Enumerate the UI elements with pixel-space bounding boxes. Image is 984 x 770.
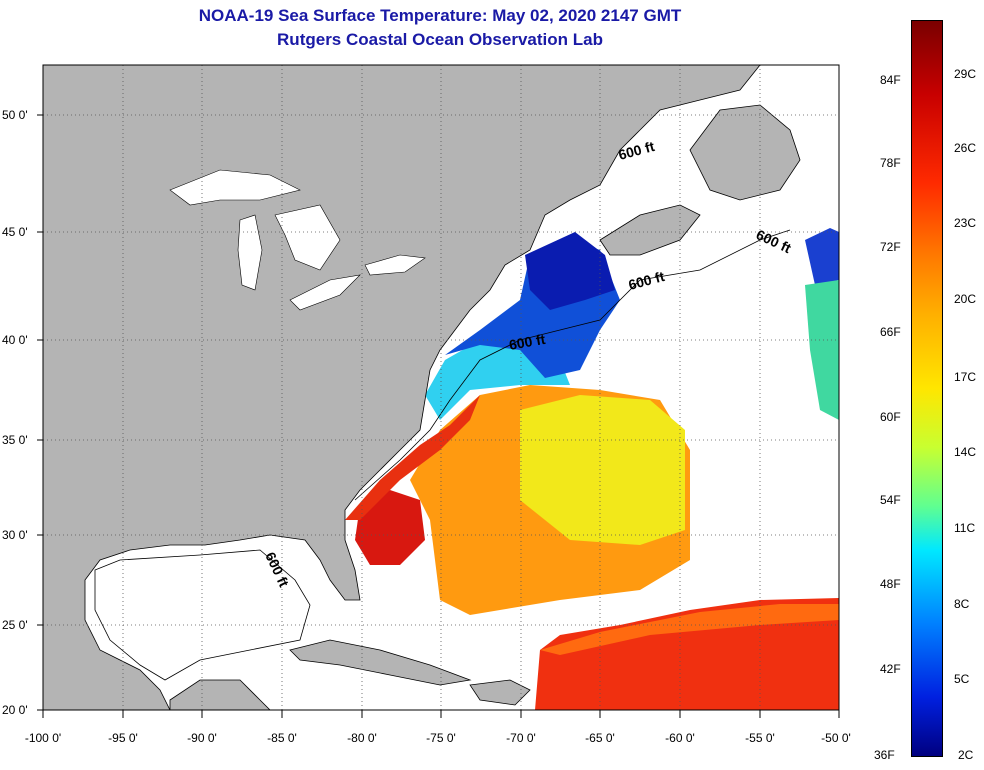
lon-label: -90 0' bbox=[187, 731, 217, 745]
colorbar-f-label: 48F bbox=[880, 577, 901, 591]
lon-label: -85 0' bbox=[267, 731, 297, 745]
lat-label: 35 0' bbox=[2, 433, 28, 447]
land-yucatan bbox=[169, 679, 271, 710]
sst-warm-south bbox=[535, 598, 839, 710]
sst-gulf-maine bbox=[525, 232, 615, 310]
lake-michigan bbox=[237, 214, 263, 291]
lat-label: 25 0' bbox=[2, 618, 28, 632]
land-nova-scotia bbox=[599, 204, 701, 256]
sst-east-cyan bbox=[805, 280, 839, 420]
lon-label: -60 0' bbox=[665, 731, 695, 745]
lon-label: -70 0' bbox=[506, 731, 536, 745]
colorbar-c-label: 23C bbox=[954, 216, 977, 230]
colorbar-c-label: 20C bbox=[954, 292, 977, 306]
temperature-colorbar bbox=[911, 20, 943, 757]
colorbar-c-label: 11C bbox=[954, 521, 976, 535]
lat-label: 20 0' bbox=[2, 703, 28, 717]
sst-hot-coast bbox=[355, 490, 425, 565]
lat-label: 45 0' bbox=[2, 225, 28, 239]
colorbar-f-label: 66F bbox=[880, 325, 901, 339]
land-north-america bbox=[43, 65, 761, 710]
colorbar-c-label: 29C bbox=[954, 67, 977, 81]
colorbar-f-label: 36F bbox=[874, 748, 895, 762]
colorbar-f-label: 84F bbox=[880, 73, 901, 87]
lon-label: -65 0' bbox=[585, 731, 615, 745]
lake-erie bbox=[289, 274, 361, 311]
lon-label: -50 0' bbox=[821, 731, 851, 745]
colorbar-f-label: 54F bbox=[880, 493, 901, 507]
contour-atlantic bbox=[354, 229, 791, 501]
lake-ontario bbox=[364, 254, 426, 276]
lon-label: -80 0' bbox=[347, 731, 377, 745]
lat-label: 50 0' bbox=[2, 108, 28, 122]
colorbar-f-label: 72F bbox=[880, 240, 901, 254]
lat-label: 40 0' bbox=[2, 333, 28, 347]
lon-label: -100 0' bbox=[24, 731, 62, 745]
lake-superior bbox=[169, 169, 301, 206]
lat-label: 30 0' bbox=[2, 528, 28, 542]
colorbar-c-label: 2C bbox=[958, 748, 974, 762]
lon-label: -75 0' bbox=[426, 731, 456, 745]
sst-gulfstream bbox=[345, 395, 480, 520]
map-title: NOAA-19 Sea Surface Temperature: May 02,… bbox=[198, 6, 682, 25]
lake-huron bbox=[274, 204, 341, 271]
sst-warm-south-orange bbox=[540, 604, 839, 655]
map-subtitle: Rutgers Coastal Ocean Observation Lab bbox=[277, 30, 603, 49]
colorbar-f-label: 78F bbox=[880, 156, 901, 170]
colorbar-f-label: 42F bbox=[880, 662, 901, 676]
sst-yellow bbox=[520, 395, 685, 545]
lon-label: -95 0' bbox=[108, 731, 138, 745]
colorbar-c-label: 14C bbox=[954, 445, 977, 459]
contour-gulf bbox=[94, 549, 311, 681]
colorbar-f-label: 60F bbox=[880, 410, 901, 424]
land-newfoundland bbox=[689, 104, 801, 201]
axis-ticks bbox=[37, 114, 840, 718]
land-hispaniola bbox=[469, 679, 531, 706]
colorbar-c-label: 26C bbox=[954, 141, 977, 155]
grid-lines bbox=[43, 65, 839, 710]
colorbar-c-label: 5C bbox=[954, 672, 970, 686]
colorbar-c-label: 17C bbox=[954, 370, 977, 384]
colorbar-c-label: 8C bbox=[954, 597, 970, 611]
contour-label: 600 ft bbox=[508, 331, 547, 353]
lon-label: -55 0' bbox=[745, 731, 775, 745]
land-cuba bbox=[289, 639, 472, 686]
sst-east-cold bbox=[805, 228, 839, 285]
